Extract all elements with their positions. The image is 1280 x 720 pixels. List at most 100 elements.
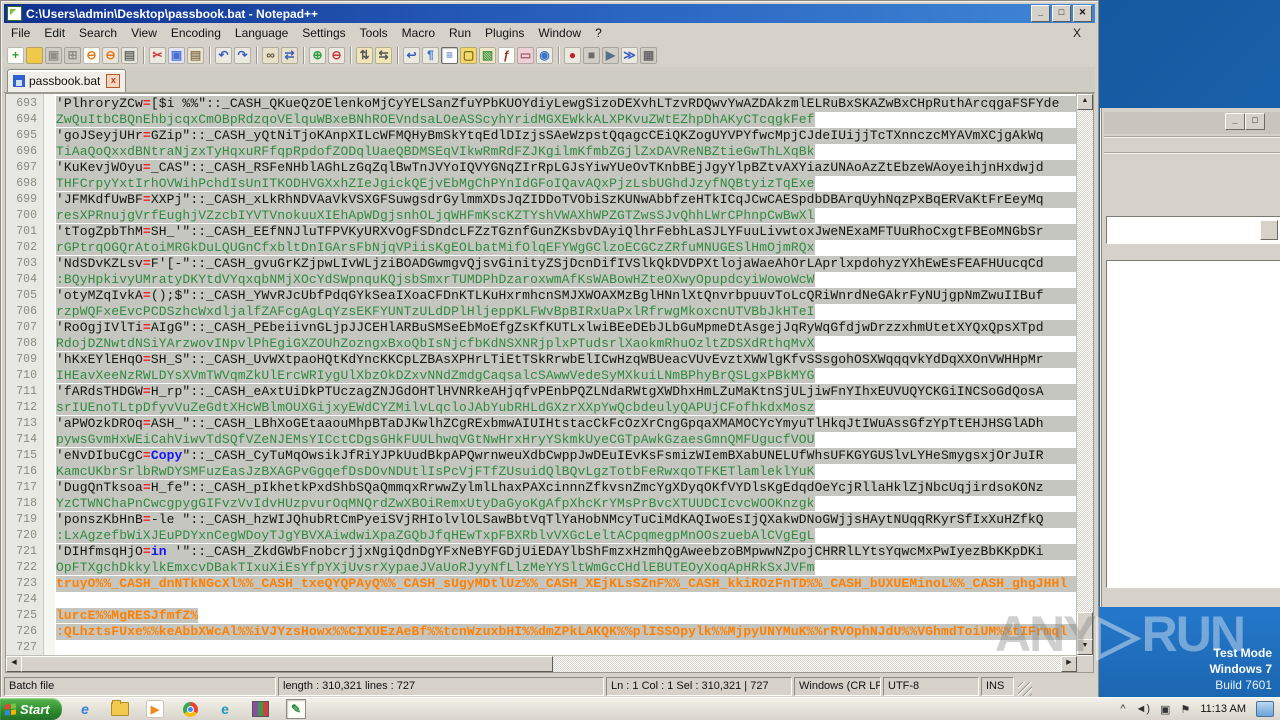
word-wrap-icon[interactable]: ↩ — [403, 46, 420, 64]
menu-item-language[interactable]: Language — [234, 26, 289, 40]
horizontal-scrollbar[interactable]: ◀ ▶ — [6, 655, 1077, 672]
code-line[interactable]: 710 IHEavXeeNzRWLDYsXVmTWVqmZkUlErcWRIygU… — [6, 368, 1077, 384]
menu-item-settings[interactable]: Settings — [302, 26, 346, 40]
maximize-button[interactable]: □ — [1052, 5, 1071, 22]
menu-item-encoding[interactable]: Encoding — [170, 26, 221, 40]
menu-item-search[interactable]: Search — [79, 26, 118, 40]
background-window-field[interactable] — [1106, 216, 1280, 244]
replace-icon[interactable]: ⇄ — [281, 46, 298, 64]
code-line[interactable]: 714 pywsGvmHxWEiCahViwvTdSQfVZeNJEMsYICct… — [6, 432, 1077, 448]
code-line[interactable]: 712 srIUEnoTLtpDfyvVuZeGdtXHcWBlmOUXGijxy… — [6, 400, 1077, 416]
volume-icon[interactable]: ◄) — [1135, 703, 1151, 715]
sync-vertical-icon[interactable]: ⇅ — [356, 46, 373, 64]
code-line[interactable]: 704:BQyHpkivyUMratyDKYtdVYqxqbNMjXOcYdSW… — [6, 272, 1077, 288]
zoom-in-icon[interactable]: ⊕ — [309, 46, 326, 64]
tab-passbook-bat[interactable]: passbook.bat x — [7, 69, 127, 92]
bg-minimize-button[interactable]: _ — [1225, 113, 1245, 130]
find-icon[interactable]: ∞ — [262, 46, 279, 64]
background-window[interactable]: _ □ — [1100, 108, 1280, 608]
save-all-icon[interactable]: ⊞ — [64, 46, 81, 64]
copy-icon[interactable]: ▣ — [168, 46, 185, 64]
code-line[interactable]: 719 'ponszKbHnB=-le "::_CASH_hzWIJQhubRtC… — [6, 512, 1077, 528]
macro-run-multi-icon[interactable]: ≫ — [621, 46, 638, 64]
tab-close-icon[interactable]: x — [106, 74, 121, 88]
close-all-docs-icon[interactable]: ⊖ — [102, 46, 119, 64]
macro-record-icon[interactable]: ● — [564, 46, 581, 64]
flag-icon[interactable]: ⚑ — [1180, 703, 1191, 716]
new-file-icon[interactable]: + — [7, 46, 24, 64]
menu-item-run[interactable]: Run — [449, 26, 472, 40]
print-icon[interactable]: ▤ — [121, 46, 138, 64]
scroll-down-icon[interactable]: ▼ — [1077, 639, 1093, 655]
close-doc-icon[interactable]: ⊖ — [83, 46, 100, 64]
vertical-scrollbar[interactable]: ▲ ▼ — [1076, 94, 1093, 655]
editor[interactable]: 693 'PlhroryZCw=[$i %%"::_CASH_QKueQzOEle… — [5, 93, 1094, 673]
macro-stop-icon[interactable]: ■ — [583, 46, 600, 64]
zoom-out-icon[interactable]: ⊖ — [328, 46, 345, 64]
code-line[interactable]: 727 — [6, 640, 1077, 655]
close-button[interactable]: ✕ — [1073, 5, 1092, 22]
show-desktop-button[interactable] — [1256, 701, 1274, 717]
code-line[interactable]: 723 truyO%%_CASH_dnNTkNGcXl%%_CASH_txeQYQ… — [6, 576, 1077, 592]
redo-icon[interactable]: ↷ — [234, 46, 251, 64]
code-line[interactable]: 709 'hKxEYlEHqO=SH_S"::_CASH_UvWXtpaoHQtK… — [6, 352, 1077, 368]
undo-icon[interactable]: ↶ — [215, 46, 232, 64]
code-line[interactable]: 707 'RoOgjIVlTi=AIgG"::_CASH_PEbeiivnGLjp… — [6, 320, 1077, 336]
code-line[interactable]: 718 YzCTWNChaPnCwcgpygGIFvzVvIdvHUzpvurOq… — [6, 496, 1077, 512]
paste-icon[interactable]: ▤ — [187, 46, 204, 64]
menu-item-window[interactable]: Window — [538, 26, 582, 40]
save-icon[interactable]: ▣ — [45, 46, 62, 64]
code-line[interactable]: 695 'goJSeyjUHr=GZip"::_CASH_yQtNiTjoKAnp… — [6, 128, 1077, 144]
code-line[interactable]: 702 rGPtrqOGQrAtoiMRGkDuLQUGnCfxbltDnIGAr… — [6, 240, 1077, 256]
horizontal-scroll-thumb[interactable] — [21, 656, 553, 672]
code-line[interactable]: 713 'aPWOzkDROq=ASH_"::_CASH_LBhXoGEtaaou… — [6, 416, 1077, 432]
cut-icon[interactable]: ✂ — [149, 46, 166, 64]
code-line[interactable]: 721 'DIHfmsqHjO=in '"::_CASH_ZkdGWbFnobcr… — [6, 544, 1077, 560]
code-line[interactable]: 703 'NdSDvKZLsv=F'[-"::_CASH_gvuGrKZjpwLI… — [6, 256, 1077, 272]
media-player-icon[interactable]: ▶ — [146, 700, 164, 718]
code-line[interactable]: 693 'PlhroryZCw=[$i %%"::_CASH_QKueQzOEle… — [6, 96, 1077, 112]
menu-item-macro[interactable]: Macro — [401, 26, 436, 40]
tray-chevron-icon[interactable]: ^ — [1120, 703, 1126, 715]
menu-item-file[interactable]: File — [11, 26, 31, 40]
code-line[interactable]: 720:LxAgzefbWiXJEuPDYxnCegWDoyTJgYBVXAiw… — [6, 528, 1077, 544]
user-dialog-icon[interactable]: ▢ — [460, 46, 477, 64]
field-dropdown-button[interactable] — [1260, 220, 1278, 240]
code-line[interactable]: 715 'eNvDIbuCgC=Copy"::_CASH_CyTuMqOwsikJ… — [6, 448, 1077, 464]
scroll-right-icon[interactable]: ▶ — [1061, 656, 1077, 672]
code-line[interactable]: 716 KamcUKbrSrlbRwDYSMFuzEasJzBXAGPvGgqef… — [6, 464, 1077, 480]
code-line[interactable]: 724 — [6, 592, 1077, 608]
explorer-folder-icon[interactable] — [111, 700, 129, 718]
code-line[interactable]: 711 'fARdsTHDGW=H_rp"::_CASH_eAxtUiDkPTUc… — [6, 384, 1077, 400]
code-line[interactable]: 694 ZwQuItbCBQnEhbjcqxCmOBpRdzqoVElquWBxe… — [6, 112, 1077, 128]
code-line[interactable]: 699 'JFMKdfUwBF=XXPj"::_CASH_xLkRhNDVAaVk… — [6, 192, 1077, 208]
notepad-plus-plus-icon[interactable]: ✎ — [286, 699, 306, 719]
code-line[interactable]: 700 resXPRnujgVrfEughjVZzcbIYVTVnokuuXIEh… — [6, 208, 1077, 224]
code-line[interactable]: 698 THFCrpyYxtIrhOVWihPchdIsUnITKODHVGXxh… — [6, 176, 1077, 192]
title-bar[interactable]: C:\Users\admin\Desktop\passbook.bat - No… — [4, 4, 1095, 23]
scroll-left-icon[interactable]: ◀ — [6, 656, 22, 672]
code-line[interactable]: 717 'DugQnTksoa=H_fe"::_CASH_pIkhetkPxdSh… — [6, 480, 1077, 496]
edge-icon[interactable]: e — [221, 701, 229, 717]
bg-maximize-button[interactable]: □ — [1245, 113, 1265, 130]
code-line[interactable]: 701 'tTogZpbThM=SH_'"::_CASH_EEfNNJluTFPV… — [6, 224, 1077, 240]
monitoring-icon[interactable]: ◉ — [536, 46, 553, 64]
folder-workspace-icon[interactable]: ▭ — [517, 46, 534, 64]
open-folder-icon[interactable] — [26, 46, 43, 64]
code-line[interactable]: 705 'otyMZqIvkA=();$"::_CASH_YWvRJcUbfPdq… — [6, 288, 1077, 304]
display-icon[interactable]: ▣ — [1160, 703, 1171, 716]
code-line[interactable]: 697 'KuKevjWOyu=_CAS"::_CASH_RSFeNHblAGhL… — [6, 160, 1077, 176]
menu-item-view[interactable]: View — [131, 26, 157, 40]
code-line[interactable]: 696 TiAaQoQxxdBNtraNjzxTyHqxuRFfqpRpdofZO… — [6, 144, 1077, 160]
macro-save-icon[interactable]: ▦ — [640, 46, 657, 64]
code-line[interactable]: 708 RdojDZNwtdNSiYArzwovINpvlPhEgiGXZOUhZ… — [6, 336, 1077, 352]
menu-item-edit[interactable]: Edit — [44, 26, 66, 40]
menu-item-help[interactable]: ? — [595, 26, 602, 40]
code-line[interactable]: 722 OpFTXgchDkkylkEmxcvDBakTIxuXiEsYfpYXj… — [6, 560, 1077, 576]
function-list-icon[interactable]: ƒ — [498, 46, 515, 64]
vertical-scroll-thumb[interactable] — [1077, 612, 1093, 642]
text-area[interactable]: 693 'PlhroryZCw=[$i %%"::_CASH_QKueQzOEle… — [6, 96, 1077, 655]
code-line[interactable]: 726:QLhztsFUxe%%keAbbXWcAl%%iVJYzsHowx%%… — [6, 624, 1077, 640]
indent-guide-icon[interactable]: ≡ — [441, 46, 458, 64]
code-line[interactable]: 725 lurcE%%MgRESJfmfZ% — [6, 608, 1077, 624]
